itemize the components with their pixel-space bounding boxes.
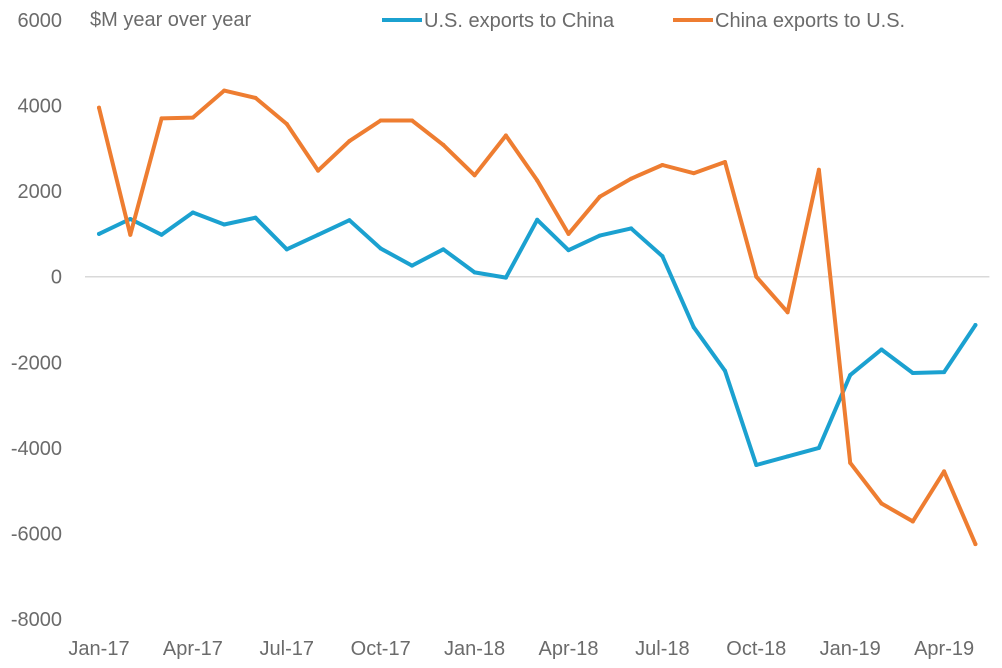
data-point bbox=[723, 160, 727, 165]
data-point bbox=[190, 210, 195, 215]
data-point bbox=[597, 233, 602, 238]
data-point bbox=[566, 231, 571, 236]
data-point bbox=[816, 167, 821, 172]
data-point bbox=[97, 231, 101, 236]
data-point bbox=[410, 263, 414, 268]
data-point bbox=[566, 248, 571, 253]
data-point bbox=[535, 178, 540, 183]
data-point bbox=[629, 176, 634, 181]
data-point bbox=[316, 168, 321, 173]
data-point bbox=[597, 194, 602, 199]
data-point bbox=[472, 270, 477, 275]
data-point bbox=[503, 275, 508, 280]
data-point bbox=[347, 139, 352, 144]
x-tick-label: Jan-19 bbox=[820, 638, 881, 660]
data-point bbox=[222, 222, 227, 227]
data-point bbox=[785, 310, 790, 315]
data-point bbox=[316, 232, 321, 237]
data-point bbox=[942, 469, 947, 474]
y-axis-ticks: 6000 4000 2000 0 -2000 -4000 -6000 -8000 bbox=[11, 10, 62, 631]
data-point bbox=[378, 118, 383, 123]
x-tick-label: Oct-18 bbox=[726, 638, 786, 660]
data-point bbox=[723, 368, 727, 373]
data-point bbox=[159, 232, 164, 237]
y-tick-label: -6000 bbox=[11, 523, 62, 545]
x-tick-label: Apr-19 bbox=[914, 638, 974, 660]
data-point bbox=[973, 542, 978, 547]
x-tick-label: Apr-17 bbox=[163, 638, 223, 660]
legend-label: China exports to U.S. bbox=[715, 10, 905, 32]
data-point bbox=[754, 462, 759, 467]
data-point bbox=[660, 254, 665, 259]
data-point bbox=[284, 247, 289, 252]
y-axis-label: $M year over year bbox=[90, 9, 252, 31]
data-point bbox=[879, 347, 884, 352]
x-tick-label: Jul-18 bbox=[635, 638, 689, 660]
y-tick-label: -2000 bbox=[11, 352, 62, 374]
data-point bbox=[691, 171, 696, 176]
x-tick-label: Jan-17 bbox=[68, 638, 129, 660]
data-point bbox=[190, 115, 195, 120]
data-point bbox=[128, 216, 133, 221]
data-point bbox=[973, 323, 978, 328]
x-tick-label: Apr-18 bbox=[538, 638, 598, 660]
data-point bbox=[441, 142, 446, 147]
y-tick-label: 0 bbox=[51, 267, 62, 289]
data-point bbox=[159, 116, 164, 121]
x-tick-label: Oct-17 bbox=[351, 638, 411, 660]
data-point bbox=[253, 95, 258, 100]
data-point bbox=[128, 232, 133, 237]
y-tick-label: 6000 bbox=[18, 10, 63, 32]
data-point bbox=[691, 325, 696, 330]
data-point bbox=[347, 218, 352, 223]
data-point bbox=[222, 88, 227, 93]
legend-label: U.S. exports to China bbox=[424, 10, 615, 32]
x-tick-label: Jan-18 bbox=[444, 638, 505, 660]
data-point bbox=[472, 173, 477, 178]
data-point bbox=[910, 370, 915, 375]
series-line-1 bbox=[97, 210, 978, 467]
series-line-2 bbox=[97, 88, 978, 547]
x-axis-ticks: Jan-17 Apr-17 Jul-17 Oct-17 Jan-18 Apr-18 Jul-… bbox=[68, 638, 974, 660]
data-point bbox=[910, 519, 915, 524]
data-point bbox=[629, 226, 634, 231]
data-point bbox=[503, 133, 508, 138]
data-point bbox=[879, 501, 884, 506]
legend: U.S. exports to China China exports to U.… bbox=[382, 10, 905, 32]
data-point bbox=[284, 121, 289, 126]
data-point bbox=[253, 215, 258, 220]
data-point bbox=[942, 370, 947, 375]
data-point bbox=[785, 454, 790, 459]
data-point bbox=[378, 246, 383, 251]
y-tick-label: -4000 bbox=[11, 438, 62, 460]
y-tick-label: 2000 bbox=[18, 181, 63, 203]
y-tick-label: -8000 bbox=[11, 609, 62, 631]
x-tick-label: Jul-17 bbox=[260, 638, 314, 660]
data-point bbox=[410, 118, 414, 123]
y-tick-label: 4000 bbox=[18, 96, 63, 118]
data-point bbox=[848, 460, 853, 465]
data-point bbox=[848, 373, 853, 378]
data-point bbox=[754, 274, 759, 279]
data-point bbox=[535, 217, 540, 222]
data-point bbox=[441, 247, 446, 252]
data-point bbox=[816, 445, 821, 450]
data-point bbox=[660, 163, 665, 168]
data-point bbox=[97, 105, 101, 110]
series-layer bbox=[97, 88, 978, 547]
